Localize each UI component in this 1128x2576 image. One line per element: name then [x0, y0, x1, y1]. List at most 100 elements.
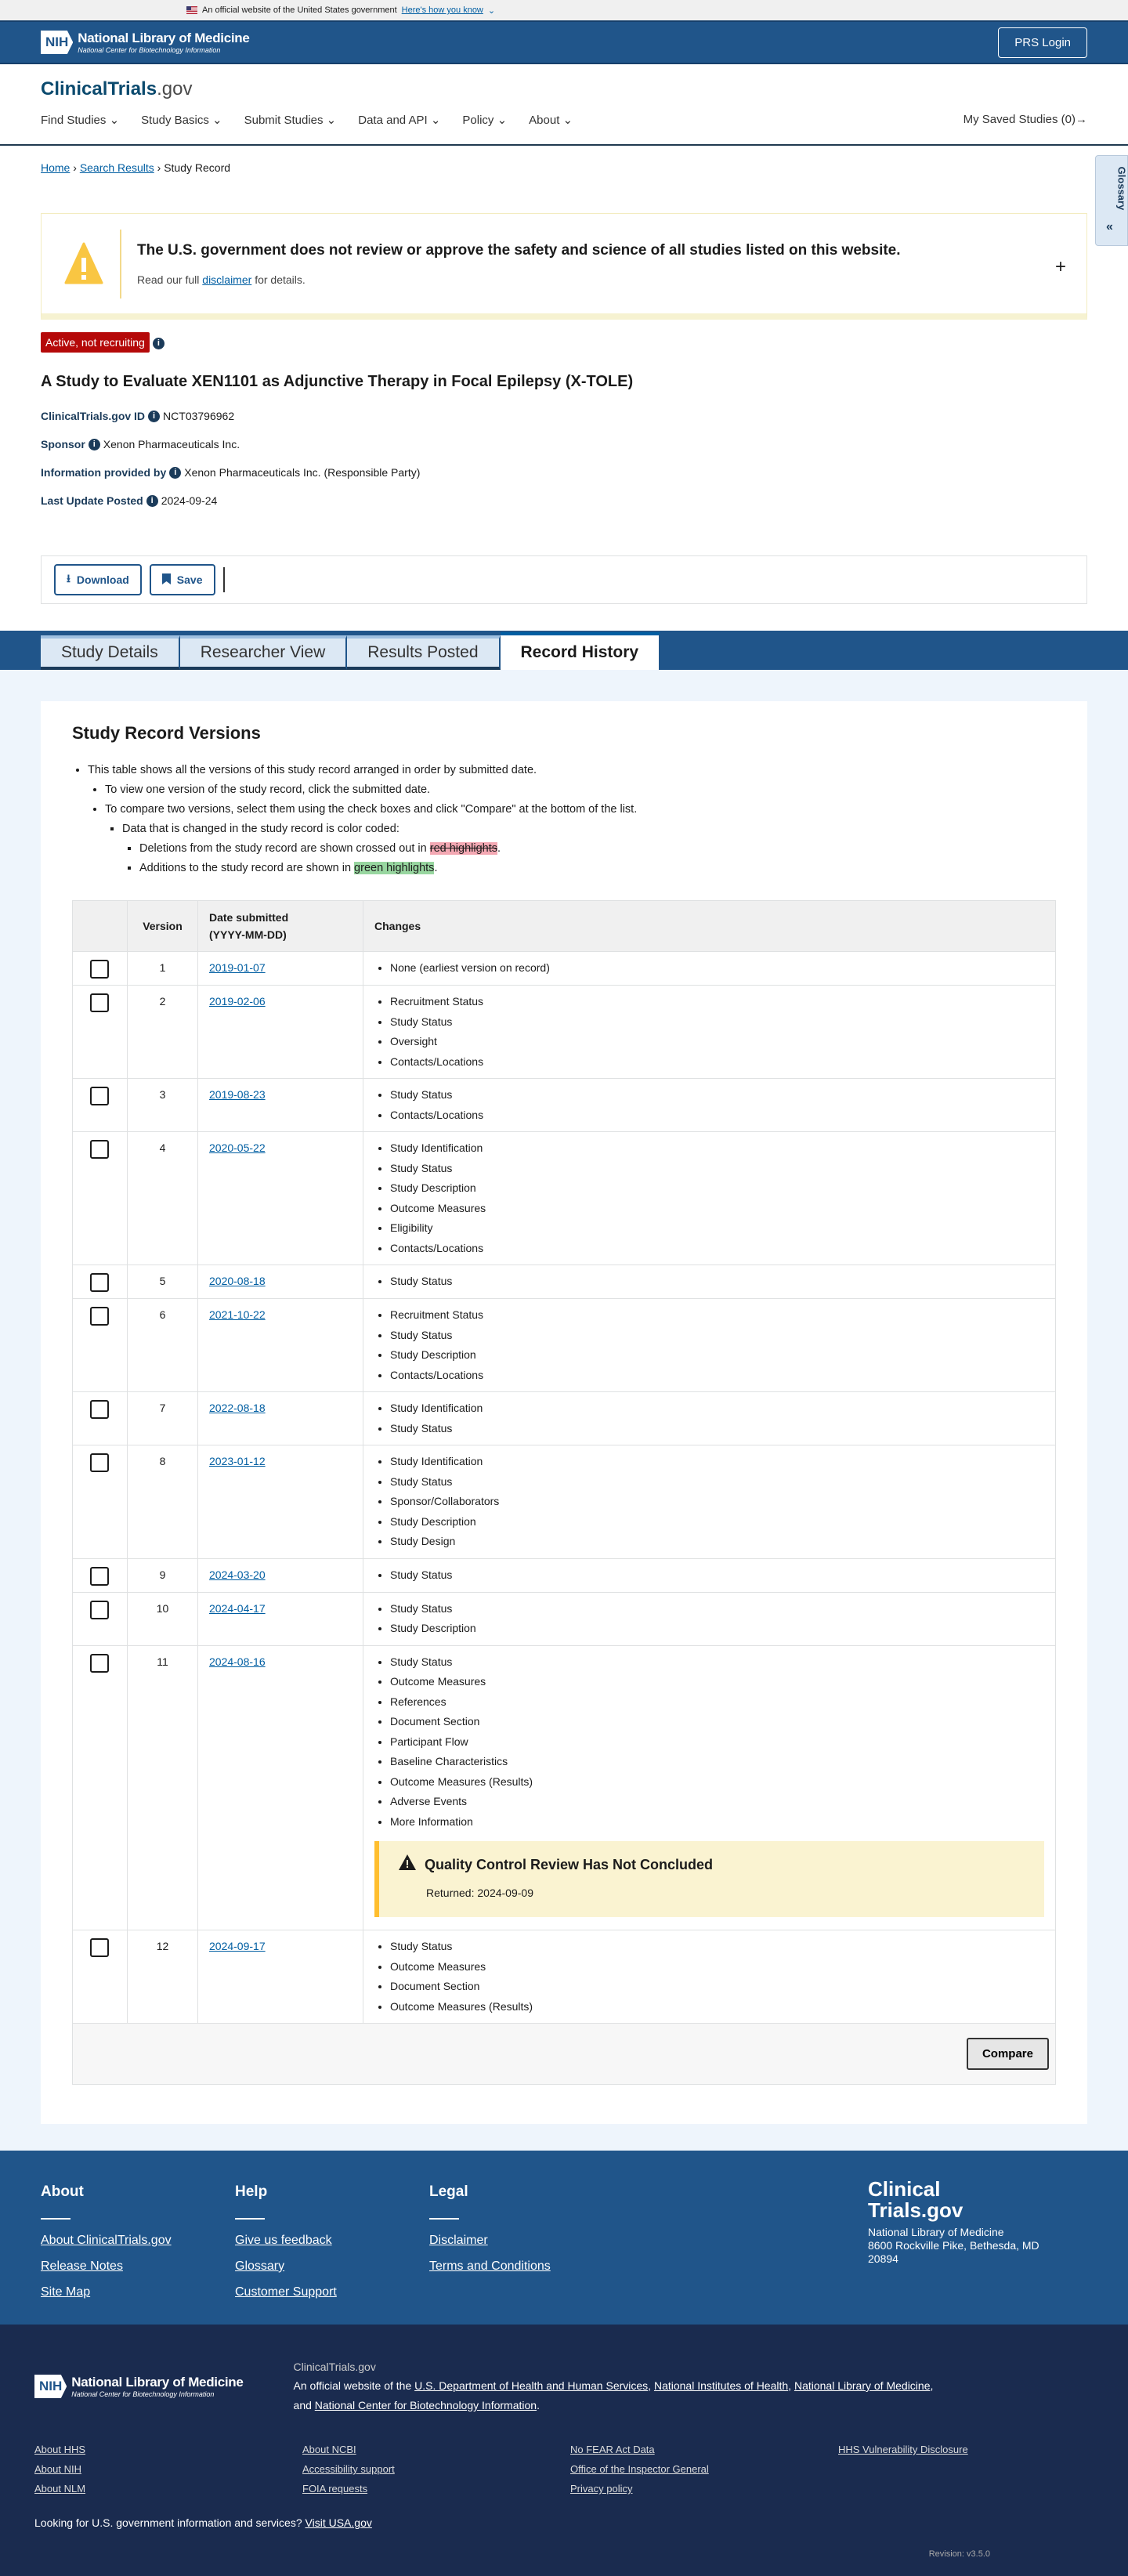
- change-item: Participant Flow: [390, 1732, 1044, 1753]
- version-checkbox[interactable]: [90, 993, 109, 1012]
- footer-gov-link[interactable]: About NIH: [34, 2463, 81, 2475]
- submitted-date-link[interactable]: 2024-09-17: [209, 1940, 266, 1952]
- versions-table: Version Date submitted (YYYY-MM-DD) Chang…: [72, 900, 1056, 2024]
- change-item: Study Identification: [390, 1452, 1044, 1472]
- footer-link[interactable]: Site Map: [41, 2285, 91, 2299]
- version-checkbox[interactable]: [90, 1140, 109, 1159]
- submitted-date-link[interactable]: 2024-04-17: [209, 1601, 266, 1615]
- submitted-date-link[interactable]: 2019-08-23: [209, 1088, 266, 1101]
- version-checkbox[interactable]: [90, 1087, 109, 1105]
- disclaimer-link[interactable]: disclaimer: [202, 273, 252, 286]
- version-number: 9: [127, 1558, 198, 1592]
- table-row: 5 2020-08-18 Study Status: [72, 1264, 1056, 1299]
- nav-find-studies[interactable]: Find Studies ⌄: [41, 113, 119, 127]
- submitted-date-link[interactable]: 2020-05-22: [209, 1141, 266, 1154]
- footer-gov-link[interactable]: About NCBI: [302, 2444, 356, 2455]
- footer-gov-link[interactable]: About HHS: [34, 2444, 86, 2455]
- download-button[interactable]: ⭳ Download: [54, 564, 142, 595]
- select-column-header: [72, 900, 128, 952]
- version-checkbox[interactable]: [90, 1938, 109, 1957]
- tab-study-details[interactable]: Study Details: [41, 635, 180, 670]
- footer-gov-link[interactable]: Privacy policy: [570, 2483, 633, 2495]
- footer-gov-link[interactable]: Office of the Inspector General: [570, 2463, 709, 2475]
- versions-notes: This table shows all the versions of thi…: [72, 761, 1056, 878]
- footer-link[interactable]: Terms and Conditions: [429, 2259, 551, 2273]
- nav-submit-studies[interactable]: Submit Studies ⌄: [244, 113, 337, 127]
- nih-link[interactable]: National Institutes of Health: [653, 2379, 789, 2392]
- save-button[interactable]: Save: [149, 564, 215, 595]
- nav-study-basics[interactable]: Study Basics ⌄: [141, 113, 222, 127]
- footer-gov-link[interactable]: HHS Vulnerability Disclosure: [838, 2444, 968, 2455]
- footer-link[interactable]: Disclaimer: [429, 2234, 488, 2247]
- nlm-link[interactable]: National Library of Medicine: [794, 2379, 931, 2392]
- submitted-date-link[interactable]: 2021-10-22: [209, 1308, 266, 1321]
- submitted-date-link[interactable]: 2020-08-18: [209, 1275, 266, 1287]
- nlm-logo[interactable]: NIH National Library of Medicine National…: [41, 31, 250, 54]
- disclaimer-alert: The U.S. government does not review or a…: [41, 213, 1087, 320]
- change-item: Recruitment Status: [390, 992, 1044, 1012]
- record-history-section: Study Record Versions This table shows a…: [0, 670, 1128, 2151]
- tab-results-posted[interactable]: Results Posted: [347, 635, 501, 670]
- footer-gov-link[interactable]: FOIA requests: [302, 2483, 368, 2495]
- version-checkbox[interactable]: [90, 1400, 109, 1419]
- info-icon[interactable]: i: [169, 466, 182, 479]
- nav-data-api[interactable]: Data and API ⌄: [358, 113, 440, 127]
- versions-card: Study Record Versions This table shows a…: [41, 701, 1087, 2124]
- submitted-date-link[interactable]: 2019-01-07: [209, 961, 266, 974]
- ncbi-link[interactable]: National Center for Biotechnology Inform…: [314, 2399, 537, 2411]
- usa-question: Looking for U.S. government information …: [34, 2516, 302, 2529]
- footer-gov-link[interactable]: Accessibility support: [302, 2463, 395, 2475]
- info-icon[interactable]: i: [152, 337, 164, 349]
- breadcrumb-search-results[interactable]: Search Results: [79, 161, 154, 174]
- nav-about[interactable]: About ⌄: [529, 113, 573, 127]
- site-logo[interactable]: ClinicalTrials.gov: [41, 78, 192, 100]
- how-you-know-link[interactable]: Here's how you know: [401, 5, 483, 15]
- chevron-down-icon: ⌄: [212, 114, 222, 127]
- glossary-toggle[interactable]: Glossary «: [1095, 155, 1128, 246]
- footer-nlm-logo[interactable]: NIH National Library of Medicine National…: [34, 2357, 244, 2415]
- info-icon[interactable]: i: [148, 410, 161, 422]
- brand-a: ClinicalTrials: [41, 78, 157, 99]
- version-checkbox[interactable]: [90, 960, 109, 979]
- version-number: 4: [127, 1131, 198, 1265]
- prs-login-button[interactable]: PRS Login: [998, 27, 1087, 58]
- info-icon[interactable]: i: [146, 494, 158, 507]
- footer-link[interactable]: Glossary: [235, 2259, 285, 2273]
- date-column-header: Date submitted (YYYY-MM-DD): [197, 900, 363, 952]
- change-item: Contacts/Locations: [390, 1052, 1044, 1073]
- field-label: Sponsor: [41, 438, 85, 450]
- expand-plus-icon[interactable]: +: [1054, 256, 1066, 277]
- version-checkbox[interactable]: [90, 1453, 109, 1472]
- tab-researcher-view[interactable]: Researcher View: [179, 635, 348, 670]
- version-checkbox[interactable]: [90, 1566, 109, 1586]
- submitted-date-link[interactable]: 2024-03-20: [209, 1568, 266, 1581]
- submitted-date-link[interactable]: 2023-01-12: [209, 1455, 266, 1467]
- footer-gov-link[interactable]: No FEAR Act Data: [570, 2444, 655, 2455]
- my-saved-studies-link[interactable]: My Saved Studies (0)→: [964, 113, 1087, 127]
- hhs-link[interactable]: U.S. Department of Health and Human Serv…: [414, 2379, 649, 2392]
- footer-link[interactable]: Give us feedback: [235, 2234, 332, 2247]
- nav-policy[interactable]: Policy ⌄: [462, 113, 507, 127]
- version-checkbox[interactable]: [90, 1600, 109, 1619]
- footer-heading: About: [41, 2183, 84, 2200]
- usa-gov-link[interactable]: Visit USA.gov: [305, 2516, 372, 2529]
- submitted-date-link[interactable]: 2019-02-06: [209, 995, 266, 1008]
- footer-link[interactable]: Customer Support: [235, 2285, 337, 2299]
- tab-record-history[interactable]: Record History: [500, 632, 661, 670]
- footer-link[interactable]: About ClinicalTrials.gov: [41, 2234, 172, 2247]
- compare-button[interactable]: Compare: [966, 2038, 1049, 2070]
- info-icon[interactable]: i: [88, 438, 100, 450]
- main-nav: Find Studies ⌄ Study Basics ⌄ Submit Stu…: [41, 113, 1087, 127]
- submitted-date-link[interactable]: 2024-08-16: [209, 1655, 266, 1668]
- change-item: Adverse Events: [390, 1792, 1044, 1812]
- version-checkbox[interactable]: [90, 1307, 109, 1326]
- version-checkbox[interactable]: [90, 1273, 109, 1292]
- version-checkbox[interactable]: [90, 1653, 109, 1673]
- footer-gov-link[interactable]: About NLM: [34, 2483, 86, 2495]
- submitted-date-link[interactable]: 2022-08-18: [209, 1402, 266, 1414]
- table-row: 4 2020-05-22 Study IdentificationStudy Sta…: [72, 1131, 1056, 1265]
- breadcrumb-home[interactable]: Home: [41, 161, 70, 174]
- nav-label: Find Studies: [41, 114, 107, 127]
- footer-link[interactable]: Release Notes: [41, 2259, 123, 2273]
